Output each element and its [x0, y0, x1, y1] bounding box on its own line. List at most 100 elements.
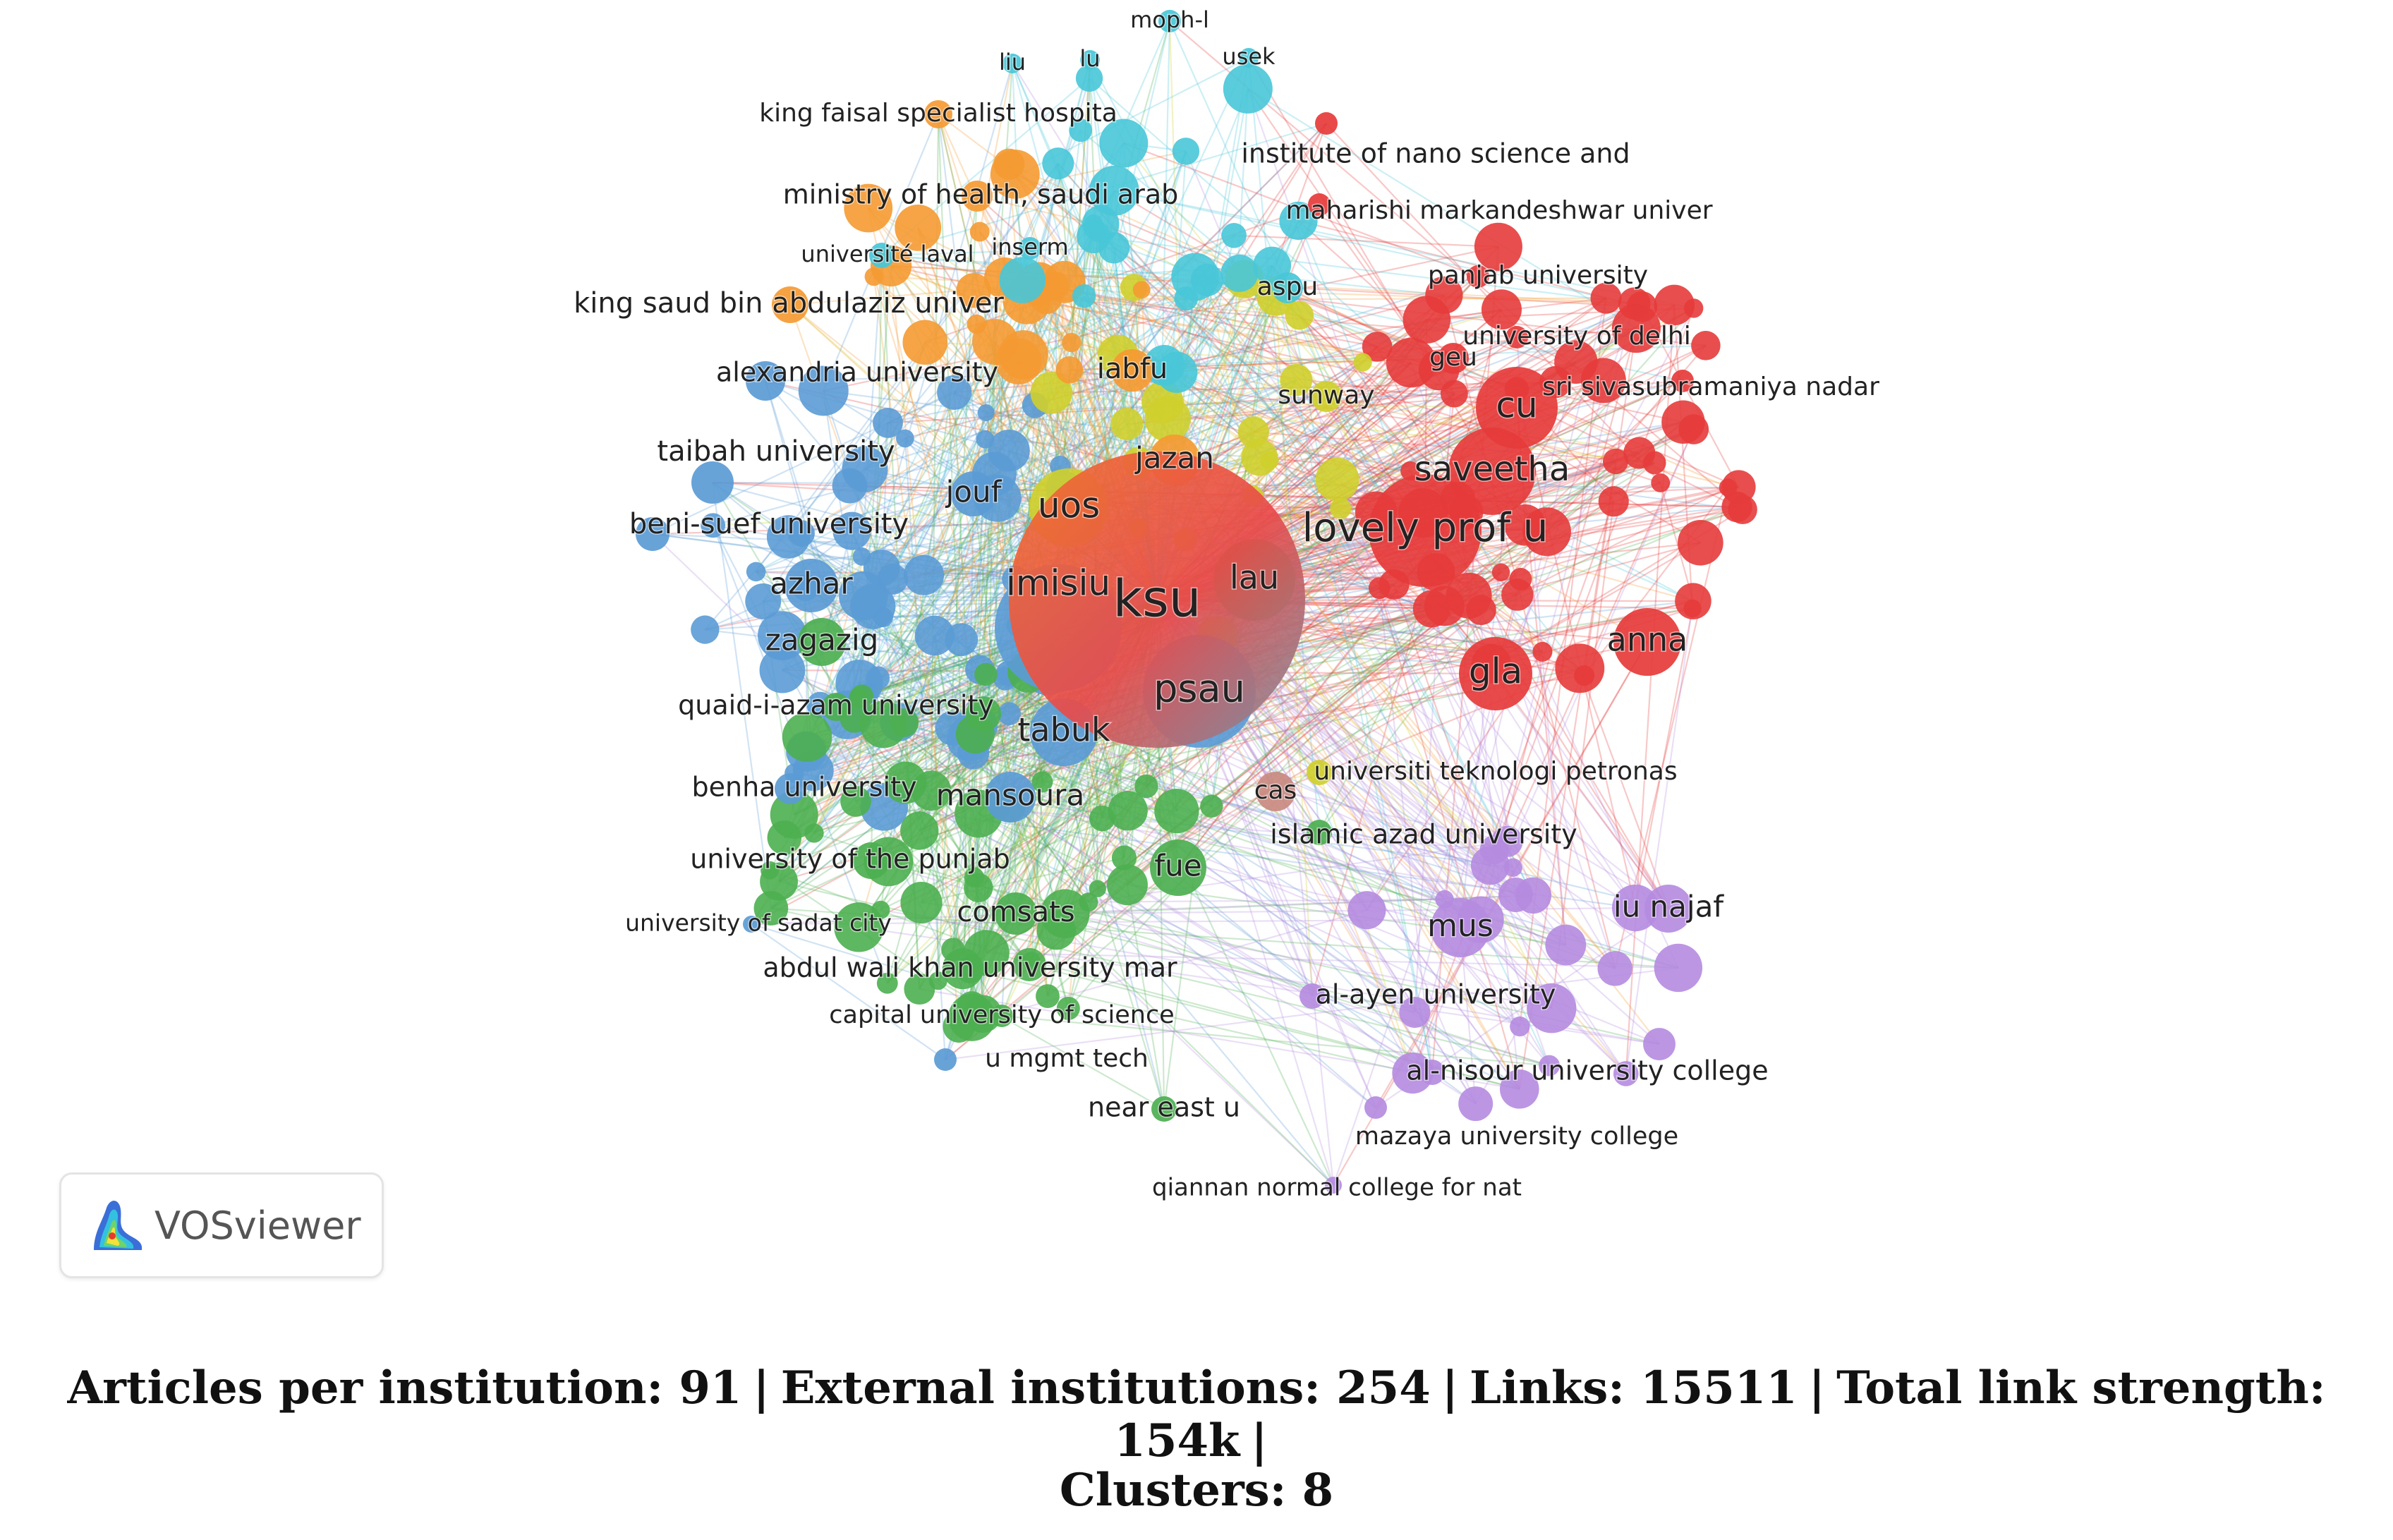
network-node[interactable] — [1721, 470, 1756, 504]
network-node[interactable] — [1062, 332, 1082, 353]
node-islamic-azad-university[interactable] — [1307, 820, 1332, 845]
network-node[interactable] — [1458, 1086, 1494, 1122]
network-node[interactable] — [788, 520, 815, 547]
network-node[interactable] — [1022, 952, 1041, 971]
network-node[interactable] — [902, 320, 947, 365]
network-node[interactable] — [1675, 583, 1712, 619]
node-jouf[interactable] — [951, 471, 996, 516]
vosviewer-badge[interactable]: VOSviewer — [59, 1172, 384, 1278]
node-lovely-prof-u[interactable] — [1369, 474, 1482, 587]
network-node[interactable] — [1315, 457, 1359, 502]
network-node[interactable] — [941, 938, 965, 962]
network-node[interactable] — [691, 615, 720, 644]
network-node[interactable] — [896, 429, 914, 448]
network-node[interactable] — [928, 971, 947, 990]
node-benha-university[interactable] — [775, 773, 806, 804]
node-panjab-university[interactable] — [1467, 265, 1489, 288]
node-king-faisal-specialist-hospita[interactable] — [924, 100, 952, 128]
network-node[interactable] — [1056, 996, 1080, 1021]
network-node[interactable] — [745, 583, 782, 619]
node-aspu[interactable] — [1272, 272, 1303, 303]
network-node[interactable] — [999, 257, 1046, 303]
network-node[interactable] — [1574, 665, 1595, 686]
network-node[interactable] — [1075, 64, 1103, 92]
node-anna[interactable] — [1613, 608, 1681, 676]
node-u-mgmt-tech[interactable] — [934, 1048, 957, 1071]
network-node[interactable] — [1527, 983, 1577, 1033]
node-cas[interactable] — [1256, 772, 1295, 811]
node-university-of-delhi[interactable] — [1506, 326, 1528, 348]
node-saveetha[interactable] — [1448, 428, 1536, 515]
network-node[interactable] — [1509, 568, 1532, 590]
network-node[interactable] — [1545, 924, 1587, 966]
network-node[interactable] — [1082, 205, 1120, 243]
network-node[interactable] — [782, 712, 832, 763]
network-node[interactable] — [904, 974, 935, 1005]
network-node[interactable] — [1481, 289, 1522, 330]
network-node[interactable] — [1425, 276, 1463, 315]
network-node[interactable] — [1108, 790, 1148, 831]
node-zagazig[interactable] — [798, 618, 846, 666]
node-liu[interactable] — [1002, 54, 1022, 73]
node-lu[interactable] — [1080, 50, 1100, 70]
node-universit-laval[interactable] — [869, 243, 895, 268]
network-node[interactable] — [1643, 1028, 1676, 1060]
network-node[interactable] — [1036, 984, 1060, 1008]
network-node[interactable] — [1089, 805, 1115, 832]
node-gla[interactable] — [1459, 637, 1532, 710]
network-node[interactable] — [844, 183, 893, 233]
network-node[interactable] — [832, 511, 871, 550]
network-node[interactable] — [1111, 845, 1137, 871]
network-node[interactable] — [1069, 119, 1093, 143]
network-node[interactable] — [1154, 789, 1199, 834]
network-node[interactable] — [1280, 363, 1313, 396]
network-node[interactable] — [1602, 448, 1629, 475]
network-node[interactable] — [840, 786, 871, 817]
network-node[interactable] — [760, 862, 798, 901]
network-node[interactable] — [1446, 572, 1492, 619]
node-al-nisour-university-college[interactable] — [1419, 1060, 1445, 1085]
network-node[interactable] — [903, 554, 945, 595]
node-institute-of-nano-science-and[interactable] — [1315, 112, 1338, 135]
network-node[interactable] — [1030, 371, 1073, 414]
network-node[interactable] — [1132, 281, 1151, 299]
network-node[interactable] — [956, 273, 991, 308]
node-moph-l[interactable] — [1158, 10, 1181, 32]
network-node[interactable] — [1330, 497, 1352, 519]
network-node[interactable] — [1089, 880, 1106, 897]
node-ksu[interactable] — [1009, 451, 1305, 748]
network-node[interactable] — [977, 404, 995, 422]
node-mansoura[interactable] — [985, 772, 1036, 823]
network-node[interactable] — [1055, 356, 1084, 384]
network-node[interactable] — [895, 205, 942, 251]
node-iu-najaf[interactable] — [1644, 885, 1692, 933]
network-node[interactable] — [1089, 165, 1139, 216]
network-node[interactable] — [1539, 1055, 1561, 1077]
network-node[interactable] — [1691, 331, 1721, 360]
node-quaid-i-azam-university[interactable] — [822, 693, 850, 721]
network-node[interactable] — [900, 882, 943, 924]
network-node[interactable] — [1590, 282, 1622, 314]
network-node[interactable] — [1504, 504, 1546, 546]
network-node[interactable] — [1499, 1069, 1539, 1109]
network-node[interactable] — [1072, 284, 1096, 308]
network-node[interactable] — [1347, 891, 1386, 930]
node-university-of-sadat-city[interactable] — [743, 916, 760, 933]
node-maharishi-markandeshwar-univer[interactable] — [1308, 193, 1331, 216]
network-node[interactable] — [1613, 1061, 1639, 1086]
network-node[interactable] — [746, 562, 766, 582]
network-node[interactable] — [1241, 439, 1278, 476]
network-node[interactable] — [1654, 943, 1703, 993]
network-node[interactable] — [1156, 351, 1198, 393]
node-inserm[interactable] — [1019, 237, 1041, 260]
node-geu[interactable] — [1438, 343, 1469, 374]
node-ministry-of-health-saudi-arab[interactable] — [962, 181, 993, 212]
network-node[interactable] — [1353, 353, 1372, 372]
network-node[interactable] — [1612, 884, 1659, 932]
network-node[interactable] — [1678, 520, 1723, 566]
network-node[interactable] — [1392, 1052, 1434, 1094]
network-node[interactable] — [998, 330, 1048, 380]
network-node[interactable] — [1221, 223, 1247, 248]
network-node[interactable] — [969, 222, 990, 242]
network-node[interactable] — [871, 900, 890, 919]
